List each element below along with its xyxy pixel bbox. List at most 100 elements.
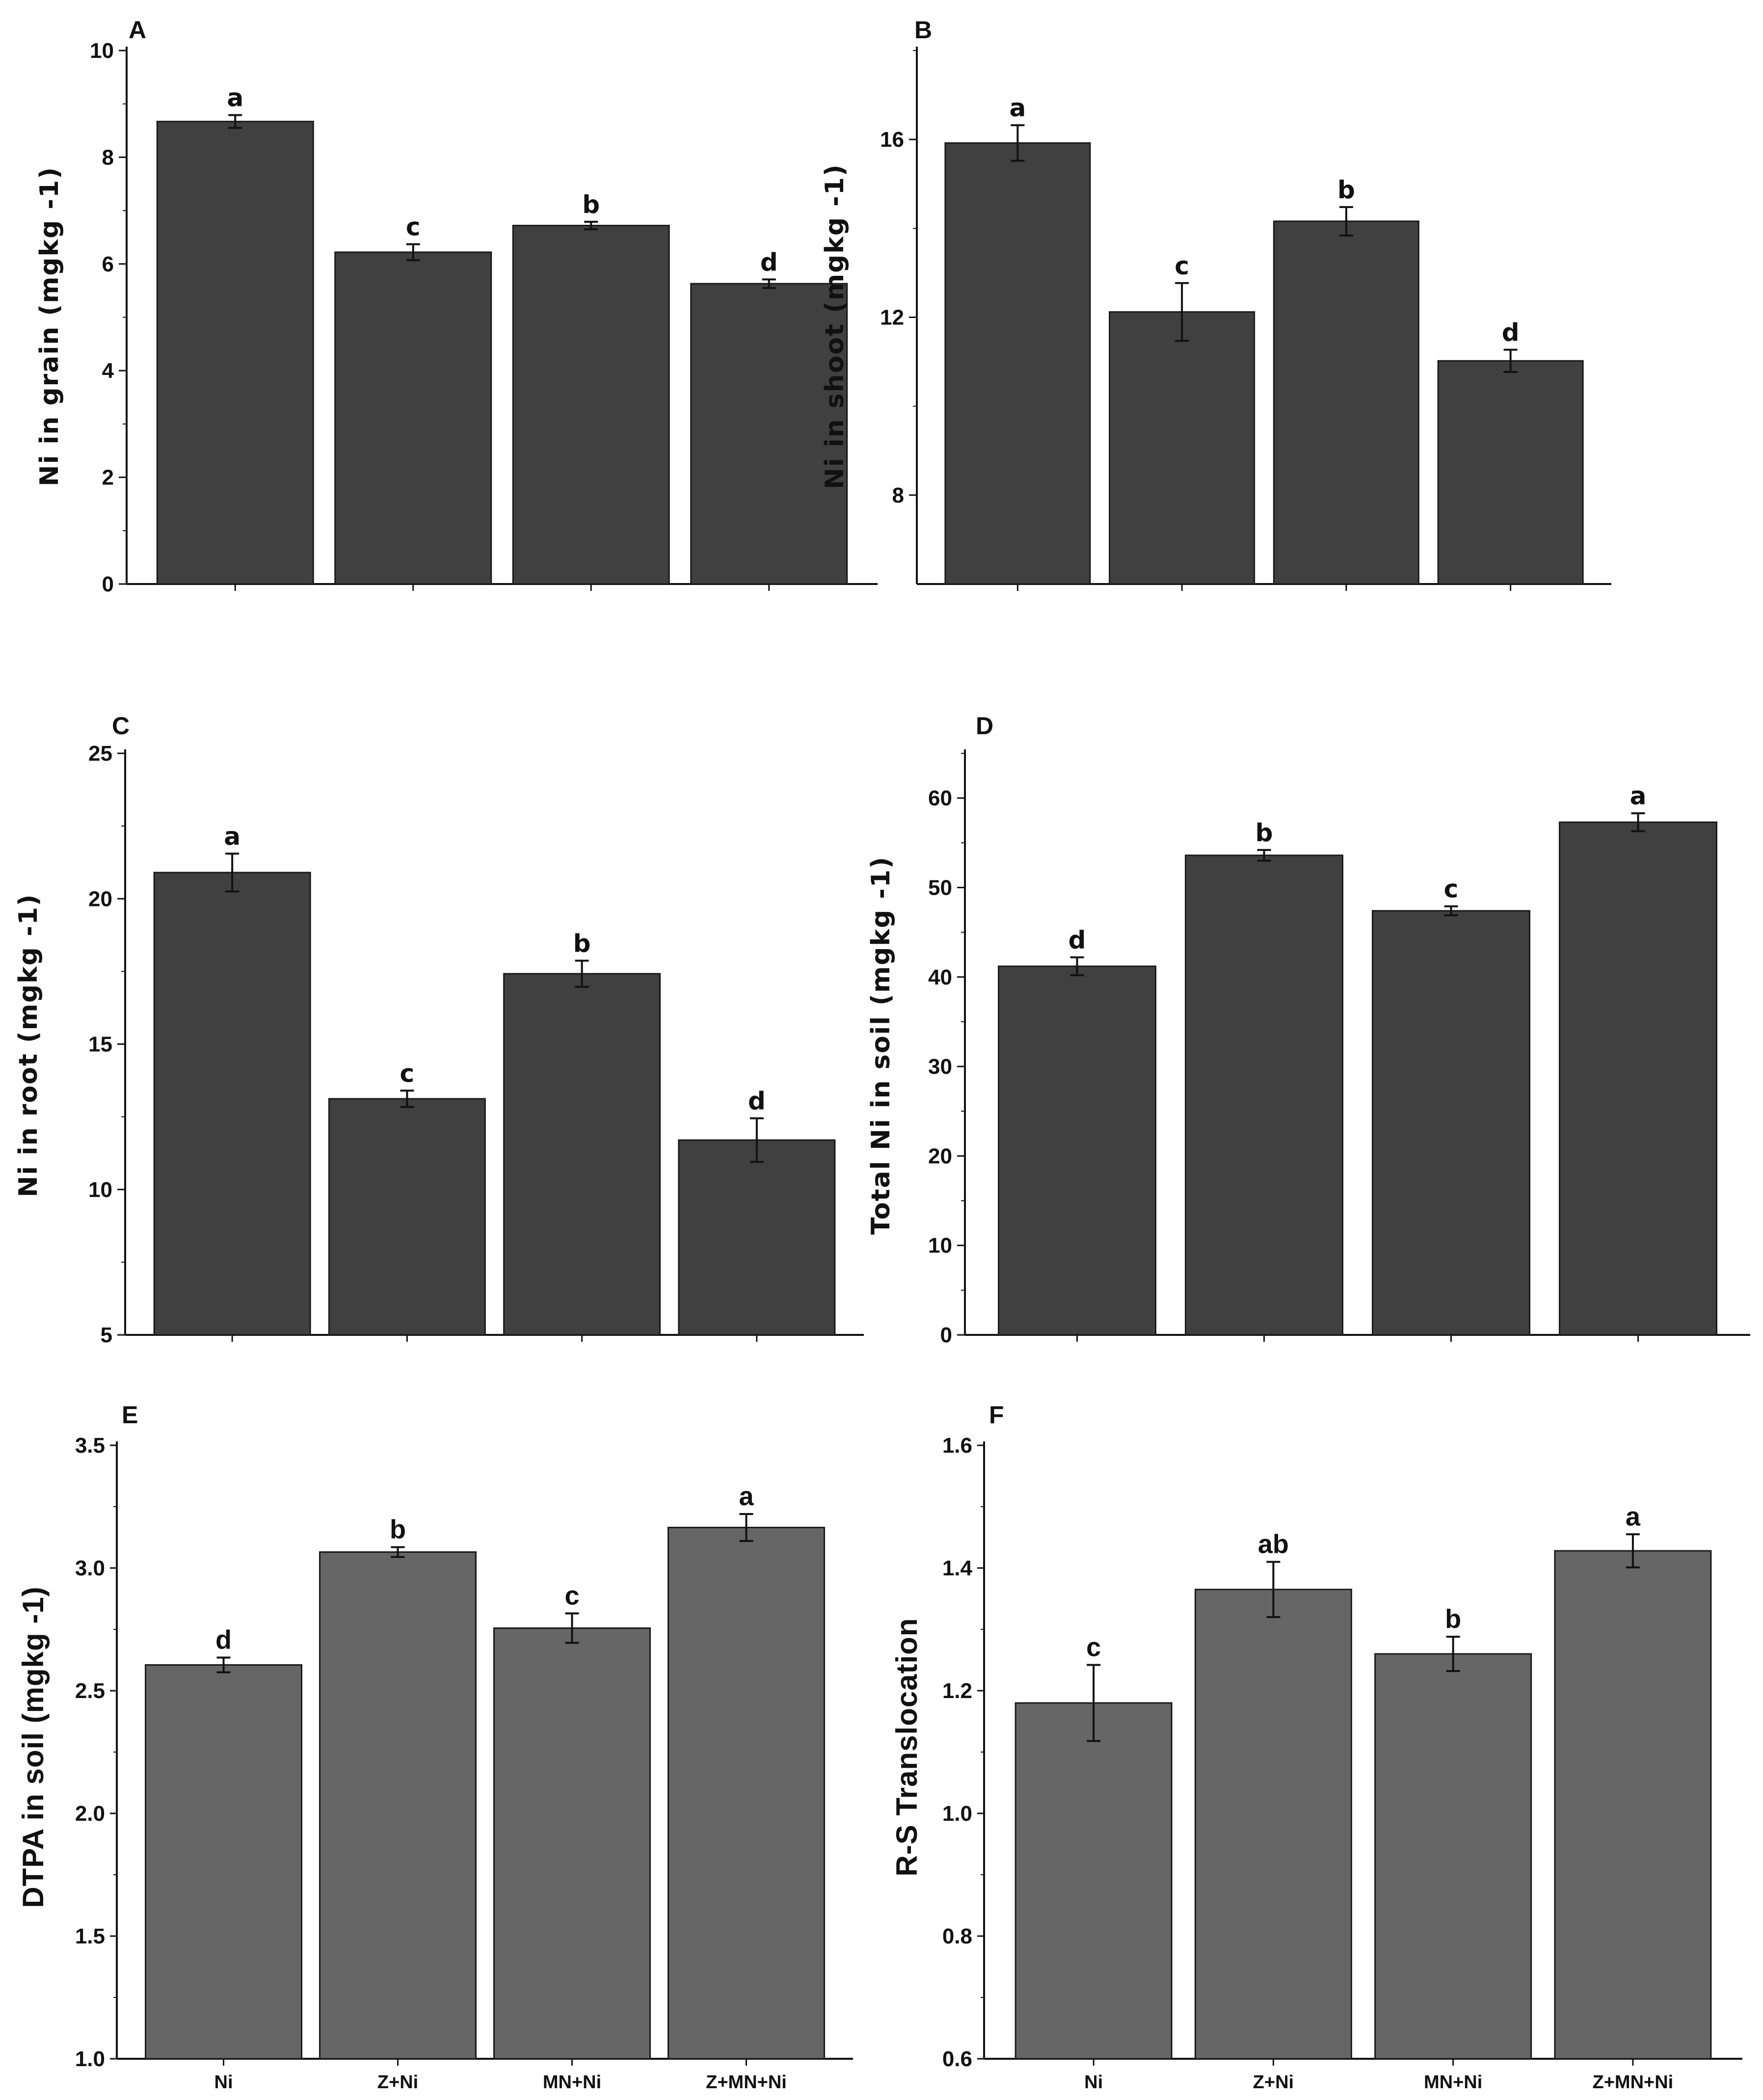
significance-letter: c xyxy=(1175,252,1189,280)
y-tick-label: 40 xyxy=(928,965,952,989)
y-tick-label: 15 xyxy=(88,1033,112,1057)
y-tick-label: 1.5 xyxy=(75,1924,105,1948)
y-tick-label: 0.6 xyxy=(942,2047,972,2071)
significance-letter: b xyxy=(390,1515,406,1544)
y-tick-label: 8 xyxy=(102,145,114,169)
significance-letter: b xyxy=(1255,819,1273,847)
bar xyxy=(1185,854,1343,1336)
y-axis-title: Total Ni in soil (mgkg -1) xyxy=(866,856,896,1235)
bar xyxy=(1372,910,1530,1336)
chart-panel-c: C 5 10 15 20 25 Ni in root (mgkg -1) a c b d xyxy=(14,712,864,1347)
significance-letter: b xyxy=(1337,176,1355,204)
bar xyxy=(1015,1702,1173,2060)
y-tick-label: 1.4 xyxy=(942,1556,973,1580)
bar xyxy=(153,872,311,1336)
chart-panel-d: D 0 10 20 30 40 50 60 Total Ni in soil (mgkg -1)… xyxy=(866,712,1750,1347)
significance-letter: a xyxy=(739,1482,754,1511)
significance-letter: a xyxy=(1626,1502,1641,1531)
y-tick-label: 10 xyxy=(88,1178,112,1202)
chart-panel-f: F 0.6 0.8 1.0 1.2 1.4 1.6 R-S Translocation c Ni a… xyxy=(890,1401,1742,2093)
panel-letter: B xyxy=(914,16,932,44)
y-tick-label: 2.5 xyxy=(75,1679,105,1703)
y-tick-label: 1.0 xyxy=(75,2047,105,2071)
significance-letter: b xyxy=(1445,1604,1461,1634)
x-category-label: MN+Ni xyxy=(1424,2072,1482,2093)
significance-letter: c xyxy=(1444,875,1459,904)
y-tick-label: 3.5 xyxy=(75,1434,105,1458)
y-tick-label: 60 xyxy=(928,786,952,810)
chart-panel-e: E 1.0 1.5 2.0 2.5 3.0 3.5 DTPA in soil (mgkg -1… xyxy=(17,1401,853,2093)
significance-letter: c xyxy=(400,1059,415,1088)
significance-letter: a xyxy=(224,822,240,851)
bar xyxy=(503,973,661,1336)
y-tick-label: 4 xyxy=(102,359,114,383)
bar xyxy=(1437,360,1584,585)
significance-letter: c xyxy=(564,1581,579,1611)
bar xyxy=(145,1664,302,2060)
bar xyxy=(1273,220,1419,585)
chart-panel-a: A 0 2 4 6 8 10 Ni in grain (mgkg -1) a c b d xyxy=(35,16,878,596)
bar xyxy=(319,1551,477,2060)
bar xyxy=(512,225,670,585)
y-tick-label: 3.0 xyxy=(75,1556,105,1580)
significance-letter: c xyxy=(1086,1633,1101,1662)
y-axis-title: Ni in shoot (mgkg -1) xyxy=(820,163,850,489)
y-axis-title: DTPA in soil (mgkg -1) xyxy=(17,1586,50,1908)
significance-letter: d xyxy=(748,1087,766,1116)
significance-letter: d xyxy=(215,1625,232,1655)
chart-panel-b: B 8 12 16 Ni in shoot (mgkg -1) a c b d xyxy=(820,16,1611,591)
x-category-label: Ni xyxy=(214,2072,233,2093)
bar xyxy=(334,251,492,585)
y-tick-label: 20 xyxy=(928,1144,952,1168)
significance-letter: d xyxy=(1068,926,1086,955)
y-tick-label: 25 xyxy=(88,742,112,766)
bar xyxy=(328,1098,486,1336)
y-axis-title: R-S Translocation xyxy=(890,1618,923,1876)
significance-letter: a xyxy=(1630,782,1647,810)
panel-letter: F xyxy=(989,1401,1004,1429)
x-category-label: Z+MN+Ni xyxy=(1593,2072,1674,2093)
y-tick-label: 16 xyxy=(880,128,904,152)
bar xyxy=(678,1139,836,1336)
x-category-label: MN+Ni xyxy=(543,2072,601,2093)
panel-letter: D xyxy=(976,712,993,740)
significance-letter: a xyxy=(1010,94,1026,122)
significance-letter: ab xyxy=(1258,1530,1289,1559)
bar xyxy=(998,965,1156,1336)
panel-letter: E xyxy=(122,1401,138,1429)
bar xyxy=(1374,1653,1532,2060)
significance-letter: d xyxy=(1502,319,1520,347)
panel-letter: A xyxy=(129,16,146,44)
bar xyxy=(1554,1550,1712,2060)
x-category-label: Z+Ni xyxy=(1253,2072,1294,2093)
bar xyxy=(156,121,314,585)
significance-letter: a xyxy=(227,84,243,112)
y-tick-label: 10 xyxy=(90,39,114,63)
significance-letter: c xyxy=(406,213,421,241)
y-tick-label: 0.8 xyxy=(942,1924,972,1948)
y-tick-label: 12 xyxy=(880,306,904,330)
y-tick-label: 50 xyxy=(928,876,952,900)
x-category-label: Ni xyxy=(1084,2072,1103,2093)
y-tick-label: 1.0 xyxy=(942,1802,972,1826)
bar xyxy=(493,1627,651,2060)
y-axis-title: Ni in root (mgkg -1) xyxy=(14,893,43,1197)
significance-letter: b xyxy=(573,929,591,957)
y-tick-label: 6 xyxy=(102,252,114,276)
y-tick-label: 8 xyxy=(892,483,904,507)
bar xyxy=(944,142,1091,585)
bar xyxy=(1559,821,1717,1336)
y-tick-label: 10 xyxy=(928,1234,952,1258)
y-tick-label: 2.0 xyxy=(75,1802,105,1826)
y-tick-label: 0 xyxy=(940,1323,952,1347)
significance-letter: d xyxy=(760,248,778,276)
y-tick-label: 5 xyxy=(101,1323,112,1347)
x-category-label: Z+Ni xyxy=(377,2072,418,2093)
bar xyxy=(668,1527,825,2060)
significance-letter: b xyxy=(582,190,600,219)
y-tick-label: 1.6 xyxy=(942,1434,972,1458)
y-tick-label: 20 xyxy=(88,887,112,911)
y-tick-label: 1.2 xyxy=(942,1679,972,1703)
y-axis-title: Ni in grain (mgkg -1) xyxy=(35,166,64,486)
